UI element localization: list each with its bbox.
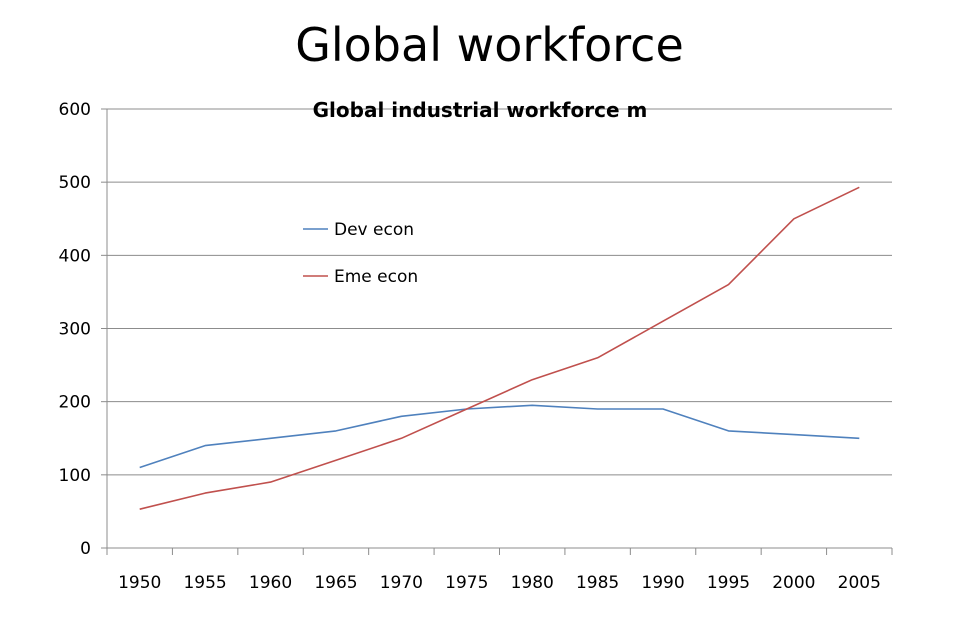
x-tick-label-1985: 1985: [576, 573, 619, 593]
legend: Dev econ Eme econ: [303, 220, 418, 287]
y-tick-label-600: 600: [59, 100, 91, 120]
x-tick-label-2005: 2005: [838, 573, 881, 593]
x-tick-label-1970: 1970: [380, 573, 423, 593]
x-tick-label-1980: 1980: [511, 573, 554, 593]
x-tick-label-1950: 1950: [118, 573, 161, 593]
x-tick-label-1965: 1965: [314, 573, 357, 593]
y-tick-label-300: 300: [59, 320, 91, 340]
legend-label-dev-econ: Dev econ: [334, 220, 414, 240]
x-tick-label-1955: 1955: [183, 573, 226, 593]
x-tick-label-1990: 1990: [641, 573, 684, 593]
chart-title: Global industrial workforce m: [313, 98, 648, 122]
y-tick-label-400: 400: [59, 246, 91, 266]
x-tick-label-1960: 1960: [249, 573, 292, 593]
x-tick-label-1975: 1975: [445, 573, 488, 593]
y-tick-label-100: 100: [59, 466, 91, 486]
y-axis-ticks: 0 100 200 300 400 500 600: [59, 100, 107, 559]
x-tick-label-1995: 1995: [707, 573, 750, 593]
page-title: Global workforce: [295, 18, 684, 72]
series-group: [139, 186, 860, 510]
gridlines: [107, 108, 892, 476]
series-line-eme-econ: [139, 186, 860, 510]
series-line-dev-econ: [139, 404, 860, 469]
x-tick-label-2000: 2000: [772, 573, 815, 593]
y-tick-label-0: 0: [80, 539, 91, 559]
y-tick-label-500: 500: [59, 173, 91, 193]
legend-label-eme-econ: Eme econ: [334, 267, 418, 287]
x-axis-ticks: 1950 1955 1960 1965 1970 1975 1980 1985 1990 1995…: [106, 548, 893, 593]
y-tick-label-200: 200: [59, 393, 91, 413]
